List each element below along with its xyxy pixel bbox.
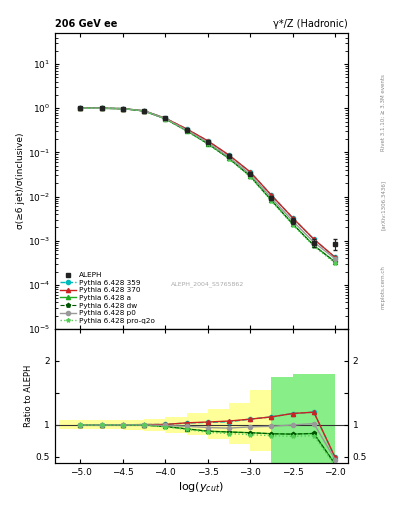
Pythia 6.428 370 xyxy=(206,138,210,144)
Pythia 6.428 p0 xyxy=(184,127,189,133)
Line: Pythia 6.428 370: Pythia 6.428 370 xyxy=(78,106,337,260)
Pythia 6.428 359 xyxy=(269,192,274,198)
Pythia 6.428 359 xyxy=(206,138,210,144)
Pythia 6.428 359 xyxy=(312,236,316,242)
Pythia 6.428 a xyxy=(78,105,83,111)
Pythia 6.428 p0 xyxy=(206,139,210,145)
Pythia 6.428 a xyxy=(248,173,253,179)
Pythia 6.428 dw xyxy=(290,221,295,227)
Text: ALEPH_2004_S5765862: ALEPH_2004_S5765862 xyxy=(171,282,244,287)
Pythia 6.428 359 xyxy=(333,254,338,261)
Pythia 6.428 dw xyxy=(163,116,168,122)
Pythia 6.428 dw xyxy=(78,105,83,111)
Pythia 6.428 370 xyxy=(184,126,189,132)
Pythia 6.428 dw xyxy=(184,127,189,134)
Line: Pythia 6.428 a: Pythia 6.428 a xyxy=(78,106,337,264)
Text: γ*/Z (Hadronic): γ*/Z (Hadronic) xyxy=(273,19,348,29)
Pythia 6.428 370 xyxy=(290,215,295,221)
Pythia 6.428 pro-q2o xyxy=(227,156,231,162)
Pythia 6.428 p0 xyxy=(99,105,104,111)
Y-axis label: Ratio to ALEPH: Ratio to ALEPH xyxy=(24,365,33,428)
Line: Pythia 6.428 pro-q2o: Pythia 6.428 pro-q2o xyxy=(78,106,337,265)
Pythia 6.428 pro-q2o xyxy=(99,105,104,111)
Pythia 6.428 359 xyxy=(121,105,125,112)
Pythia 6.428 p0 xyxy=(248,171,253,177)
Pythia 6.428 370 xyxy=(142,108,147,114)
Pythia 6.428 pro-q2o xyxy=(248,174,253,180)
Legend: ALEPH, Pythia 6.428 359, Pythia 6.428 370, Pythia 6.428 a, Pythia 6.428 dw, Pyth: ALEPH, Pythia 6.428 359, Pythia 6.428 37… xyxy=(59,270,156,325)
Pythia 6.428 pro-q2o xyxy=(121,105,125,112)
Pythia 6.428 pro-q2o xyxy=(163,116,168,122)
Pythia 6.428 pro-q2o xyxy=(312,243,316,249)
Pythia 6.428 359 xyxy=(248,169,253,175)
Pythia 6.428 359 xyxy=(290,215,295,221)
Pythia 6.428 a xyxy=(163,116,168,122)
Pythia 6.428 370 xyxy=(78,105,83,111)
Text: 206 GeV ee: 206 GeV ee xyxy=(55,19,118,29)
Line: Pythia 6.428 359: Pythia 6.428 359 xyxy=(78,106,337,260)
Pythia 6.428 pro-q2o xyxy=(184,128,189,134)
Pythia 6.428 dw xyxy=(142,108,147,114)
Pythia 6.428 p0 xyxy=(227,154,231,160)
Pythia 6.428 a xyxy=(142,108,147,114)
Pythia 6.428 pro-q2o xyxy=(142,108,147,114)
Text: Rivet 3.1.10; ≥ 3.3M events: Rivet 3.1.10; ≥ 3.3M events xyxy=(381,74,386,151)
Pythia 6.428 p0 xyxy=(333,255,338,262)
Pythia 6.428 a xyxy=(184,127,189,134)
Text: mcplots.cern.ch: mcplots.cern.ch xyxy=(381,265,386,309)
Pythia 6.428 dw xyxy=(121,105,125,112)
Pythia 6.428 370 xyxy=(99,105,104,111)
Pythia 6.428 p0 xyxy=(269,195,274,201)
Pythia 6.428 370 xyxy=(269,192,274,198)
Pythia 6.428 370 xyxy=(227,152,231,158)
Pythia 6.428 pro-q2o xyxy=(333,260,338,266)
X-axis label: log($y_{cut}$): log($y_{cut}$) xyxy=(178,480,224,494)
Pythia 6.428 pro-q2o xyxy=(78,105,83,111)
Pythia 6.428 a xyxy=(121,105,125,112)
Pythia 6.428 a xyxy=(290,221,295,227)
Pythia 6.428 pro-q2o xyxy=(206,141,210,147)
Pythia 6.428 359 xyxy=(99,105,104,111)
Pythia 6.428 dw xyxy=(99,105,104,111)
Pythia 6.428 a xyxy=(333,259,338,265)
Pythia 6.428 a xyxy=(99,105,104,111)
Pythia 6.428 a xyxy=(227,155,231,161)
Pythia 6.428 370 xyxy=(163,115,168,121)
Pythia 6.428 p0 xyxy=(290,218,295,224)
Pythia 6.428 dw xyxy=(312,242,316,248)
Pythia 6.428 a xyxy=(312,242,316,248)
Line: Pythia 6.428 p0: Pythia 6.428 p0 xyxy=(78,106,337,261)
Pythia 6.428 p0 xyxy=(142,108,147,114)
Pythia 6.428 pro-q2o xyxy=(269,198,274,204)
Pythia 6.428 359 xyxy=(142,108,147,114)
Pythia 6.428 p0 xyxy=(312,239,316,245)
Pythia 6.428 p0 xyxy=(163,116,168,122)
Pythia 6.428 359 xyxy=(227,152,231,158)
Pythia 6.428 dw xyxy=(206,141,210,147)
Pythia 6.428 dw xyxy=(248,173,253,179)
Pythia 6.428 370 xyxy=(121,105,125,112)
Pythia 6.428 370 xyxy=(312,236,316,242)
Pythia 6.428 pro-q2o xyxy=(290,222,295,228)
Text: [arXiv:1306.3436]: [arXiv:1306.3436] xyxy=(381,180,386,230)
Pythia 6.428 p0 xyxy=(78,105,83,111)
Pythia 6.428 359 xyxy=(163,115,168,121)
Pythia 6.428 dw xyxy=(269,197,274,203)
Y-axis label: σ(≥6 jet)/σ(inclusive): σ(≥6 jet)/σ(inclusive) xyxy=(16,133,25,229)
Pythia 6.428 370 xyxy=(333,254,338,261)
Pythia 6.428 p0 xyxy=(121,105,125,112)
Pythia 6.428 dw xyxy=(227,155,231,161)
Pythia 6.428 a xyxy=(206,141,210,147)
Pythia 6.428 359 xyxy=(78,105,83,111)
Pythia 6.428 370 xyxy=(248,169,253,175)
Line: Pythia 6.428 dw: Pythia 6.428 dw xyxy=(78,106,337,264)
Pythia 6.428 dw xyxy=(333,259,338,265)
Pythia 6.428 a xyxy=(269,197,274,203)
Pythia 6.428 359 xyxy=(184,126,189,132)
